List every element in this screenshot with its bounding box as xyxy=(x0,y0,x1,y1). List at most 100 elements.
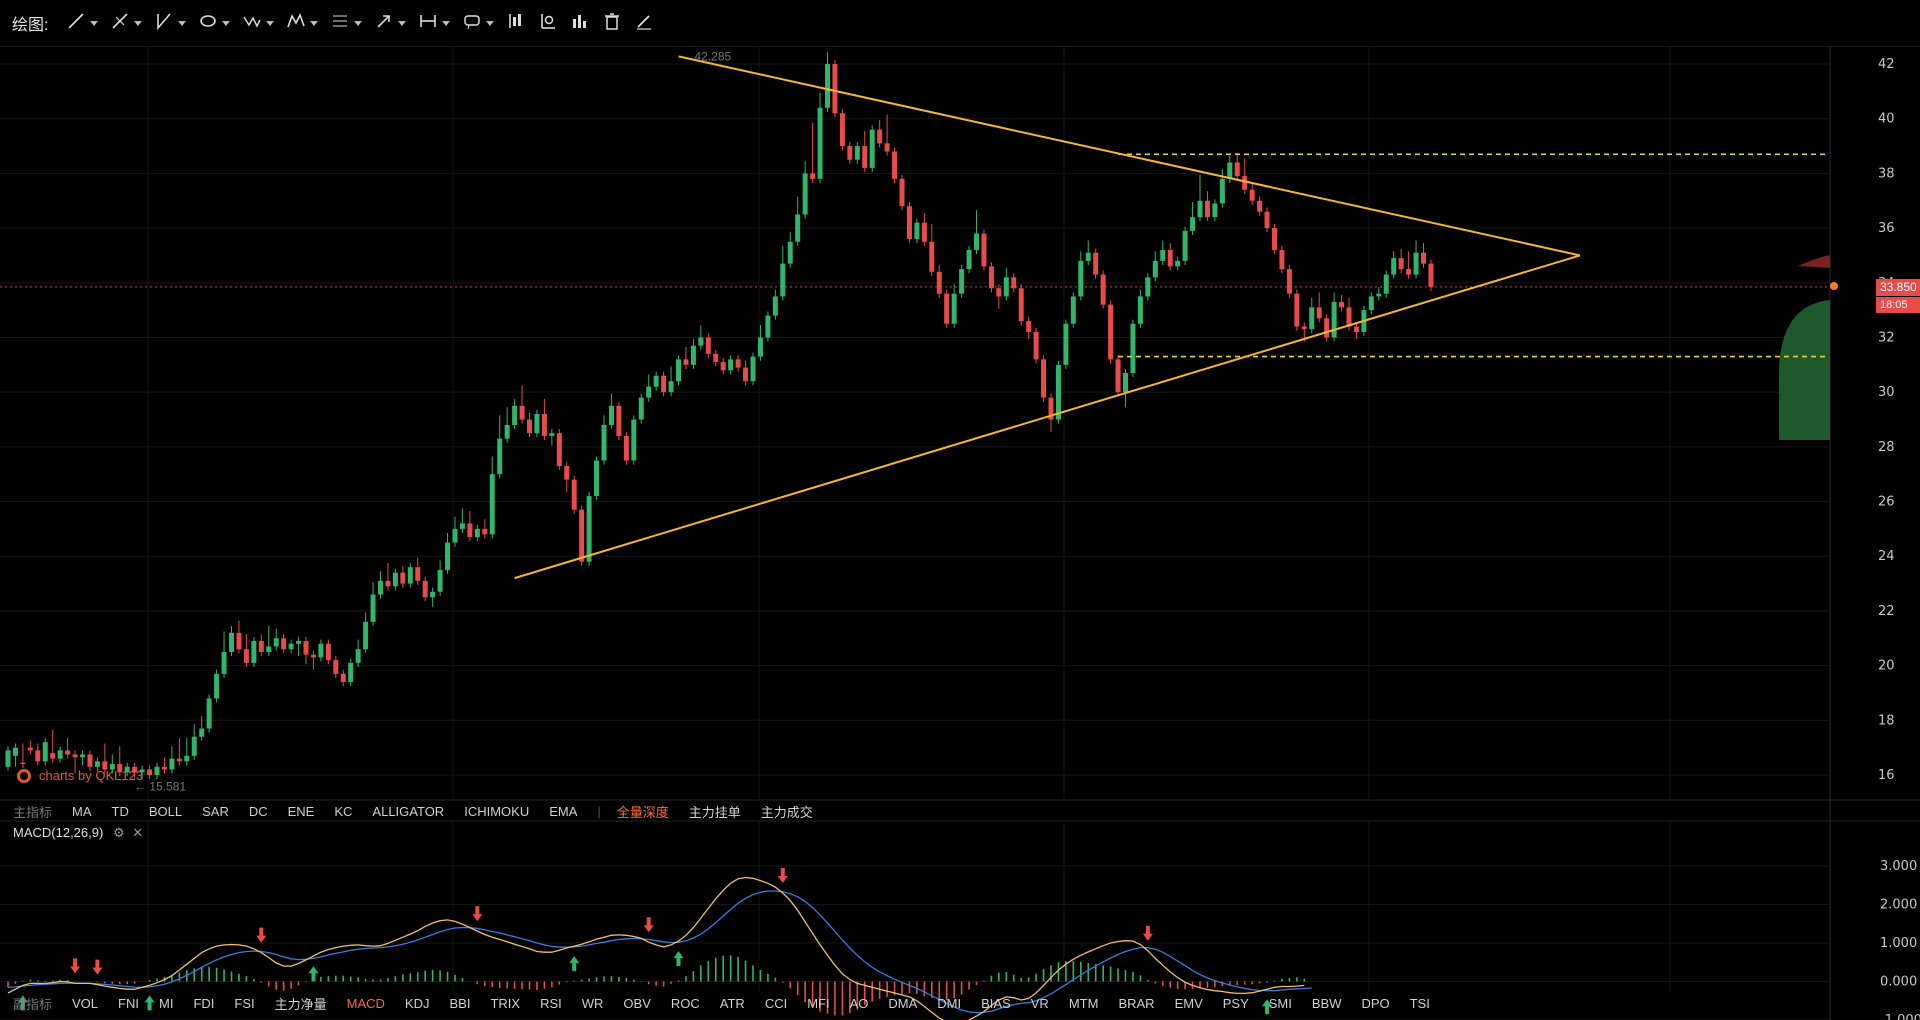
candle-body xyxy=(631,419,637,461)
indicator-dma[interactable]: DMA xyxy=(888,995,918,1011)
macd-tick-label: 0.000 xyxy=(1880,975,1917,990)
chevron-down-icon[interactable] xyxy=(442,20,451,26)
candle-body xyxy=(1279,249,1285,270)
indicator-ma[interactable]: MA xyxy=(72,803,92,819)
candle-body xyxy=(482,528,488,535)
chart-layout-button[interactable] xyxy=(506,11,526,36)
indicator-obv[interactable]: OBV xyxy=(623,995,651,1011)
indicator-kdj[interactable]: KDJ xyxy=(404,995,430,1011)
fibonacci-tool-button[interactable] xyxy=(330,11,363,36)
candle-body xyxy=(1160,249,1166,261)
chevron-down-icon[interactable] xyxy=(222,20,231,26)
indicator-dc[interactable]: DC xyxy=(248,803,268,819)
chevron-down-icon[interactable] xyxy=(134,20,143,26)
indicator-fsi[interactable]: FSI xyxy=(234,995,255,1011)
indicator-psy[interactable]: PSY xyxy=(1222,995,1249,1011)
indicator-mfi[interactable]: MFI xyxy=(807,995,830,1011)
indicator-vr[interactable]: VR xyxy=(1030,995,1049,1011)
indicator-atr[interactable]: ATR xyxy=(719,995,745,1011)
candle-body xyxy=(541,414,547,436)
chart-settings-button[interactable] xyxy=(538,11,558,36)
chevron-down-icon[interactable] xyxy=(178,20,187,26)
indicator-sar[interactable]: SAR xyxy=(202,803,229,819)
indicator-trix[interactable]: TRIX xyxy=(490,995,521,1011)
depth-option[interactable]: 全量深度 xyxy=(616,804,669,820)
indicator-bbi[interactable]: BBI xyxy=(449,995,471,1011)
line-tool-button[interactable] xyxy=(66,11,99,36)
pattern-tool-button[interactable] xyxy=(286,11,319,36)
depth-option[interactable]: 主力挂单 xyxy=(688,804,741,820)
candle-body xyxy=(713,353,719,363)
indicator-cci[interactable]: CCI xyxy=(764,995,788,1011)
gear-icon[interactable]: ⚙ xyxy=(112,825,125,840)
trash-button[interactable] xyxy=(602,11,622,36)
candle-body xyxy=(705,337,711,354)
indicator-rsi[interactable]: RSI xyxy=(540,995,562,1011)
measure-tool-button[interactable] xyxy=(418,11,451,36)
candle-body xyxy=(1100,274,1106,305)
candle-body xyxy=(929,241,935,272)
price-tick-label: 22 xyxy=(1878,604,1895,619)
candle-body xyxy=(161,766,167,770)
bar-chart-button[interactable] xyxy=(570,11,590,36)
indicator-ao[interactable]: AO xyxy=(849,995,869,1011)
candle-body xyxy=(452,528,458,543)
indicator-alligator[interactable]: ALLIGATOR xyxy=(372,803,445,819)
indicator-ichimoku[interactable]: ICHIMOKU xyxy=(464,803,530,819)
chevron-down-icon[interactable] xyxy=(310,20,319,26)
candle-body xyxy=(884,143,890,152)
indicator-vol[interactable]: VOL xyxy=(72,995,99,1011)
candle-body xyxy=(757,337,763,357)
chevron-down-icon[interactable] xyxy=(266,20,275,26)
chevron-down-icon[interactable] xyxy=(486,20,495,26)
angle-tool-button[interactable] xyxy=(154,11,187,36)
indicator-dpo[interactable]: DPO xyxy=(1361,995,1390,1011)
note-tool-button[interactable] xyxy=(462,11,495,36)
indicator-kc[interactable]: KC xyxy=(334,803,353,819)
candle-body xyxy=(147,769,153,775)
candle-body xyxy=(20,762,26,765)
indicator-bias[interactable]: BIAS xyxy=(981,995,1011,1011)
indicator-smi[interactable]: SMI xyxy=(1268,995,1292,1011)
indicator-ema[interactable]: EMA xyxy=(549,803,578,819)
indicator-tsi[interactable]: TSI xyxy=(1409,995,1430,1011)
pen-button[interactable] xyxy=(634,11,654,36)
indicator-macd[interactable]: MACD xyxy=(346,995,385,1011)
indicator-roc[interactable]: ROC xyxy=(670,995,700,1011)
chevron-down-icon[interactable] xyxy=(354,20,363,26)
indicator-fdi[interactable]: FDI xyxy=(193,995,215,1011)
indicator-td[interactable]: TD xyxy=(111,803,129,819)
wave-tool-button[interactable] xyxy=(242,11,275,36)
indicator-mi[interactable]: MI xyxy=(158,995,174,1011)
indicator-主力净量[interactable]: 主力净量 xyxy=(274,996,327,1012)
indicator-dmi[interactable]: DMI xyxy=(937,995,962,1011)
indicator-ene[interactable]: ENE xyxy=(287,803,315,819)
indicator-mtm[interactable]: MTM xyxy=(1068,995,1099,1011)
multi-line-tool-icon xyxy=(110,11,130,36)
indicator-emv[interactable]: EMV xyxy=(1174,995,1203,1011)
kline-chart[interactable]: 42403836343230282624222018163.0002.0001.… xyxy=(0,46,1920,1020)
buy-signal-icon xyxy=(308,966,319,982)
close-icon[interactable]: ✕ xyxy=(132,825,144,840)
candle-body xyxy=(467,523,473,538)
candle-body xyxy=(5,750,11,767)
indicator-brar[interactable]: BRAR xyxy=(1118,995,1155,1011)
indicator-fni[interactable]: FNI xyxy=(118,995,139,1011)
chevron-down-icon[interactable] xyxy=(90,20,99,26)
indicator-wr[interactable]: WR xyxy=(581,995,604,1011)
indicator-boll[interactable]: BOLL xyxy=(148,803,183,819)
indicator-bbw[interactable]: BBW xyxy=(1311,995,1342,1011)
candle-body xyxy=(333,660,339,674)
arrow-tool-button[interactable] xyxy=(374,11,407,36)
multi-line-tool-button[interactable] xyxy=(110,11,143,36)
price-tick-label: 26 xyxy=(1878,495,1895,510)
chevron-down-icon[interactable] xyxy=(398,20,407,26)
candle-body xyxy=(1093,252,1099,275)
candle-body xyxy=(1227,162,1233,179)
candle-body xyxy=(318,643,324,658)
depth-option[interactable]: 主力成交 xyxy=(760,804,813,820)
candle-body xyxy=(825,64,830,108)
candle-body xyxy=(1339,301,1345,308)
ellipse-tool-button[interactable] xyxy=(198,11,231,36)
price-tick-label: 36 xyxy=(1878,221,1895,236)
